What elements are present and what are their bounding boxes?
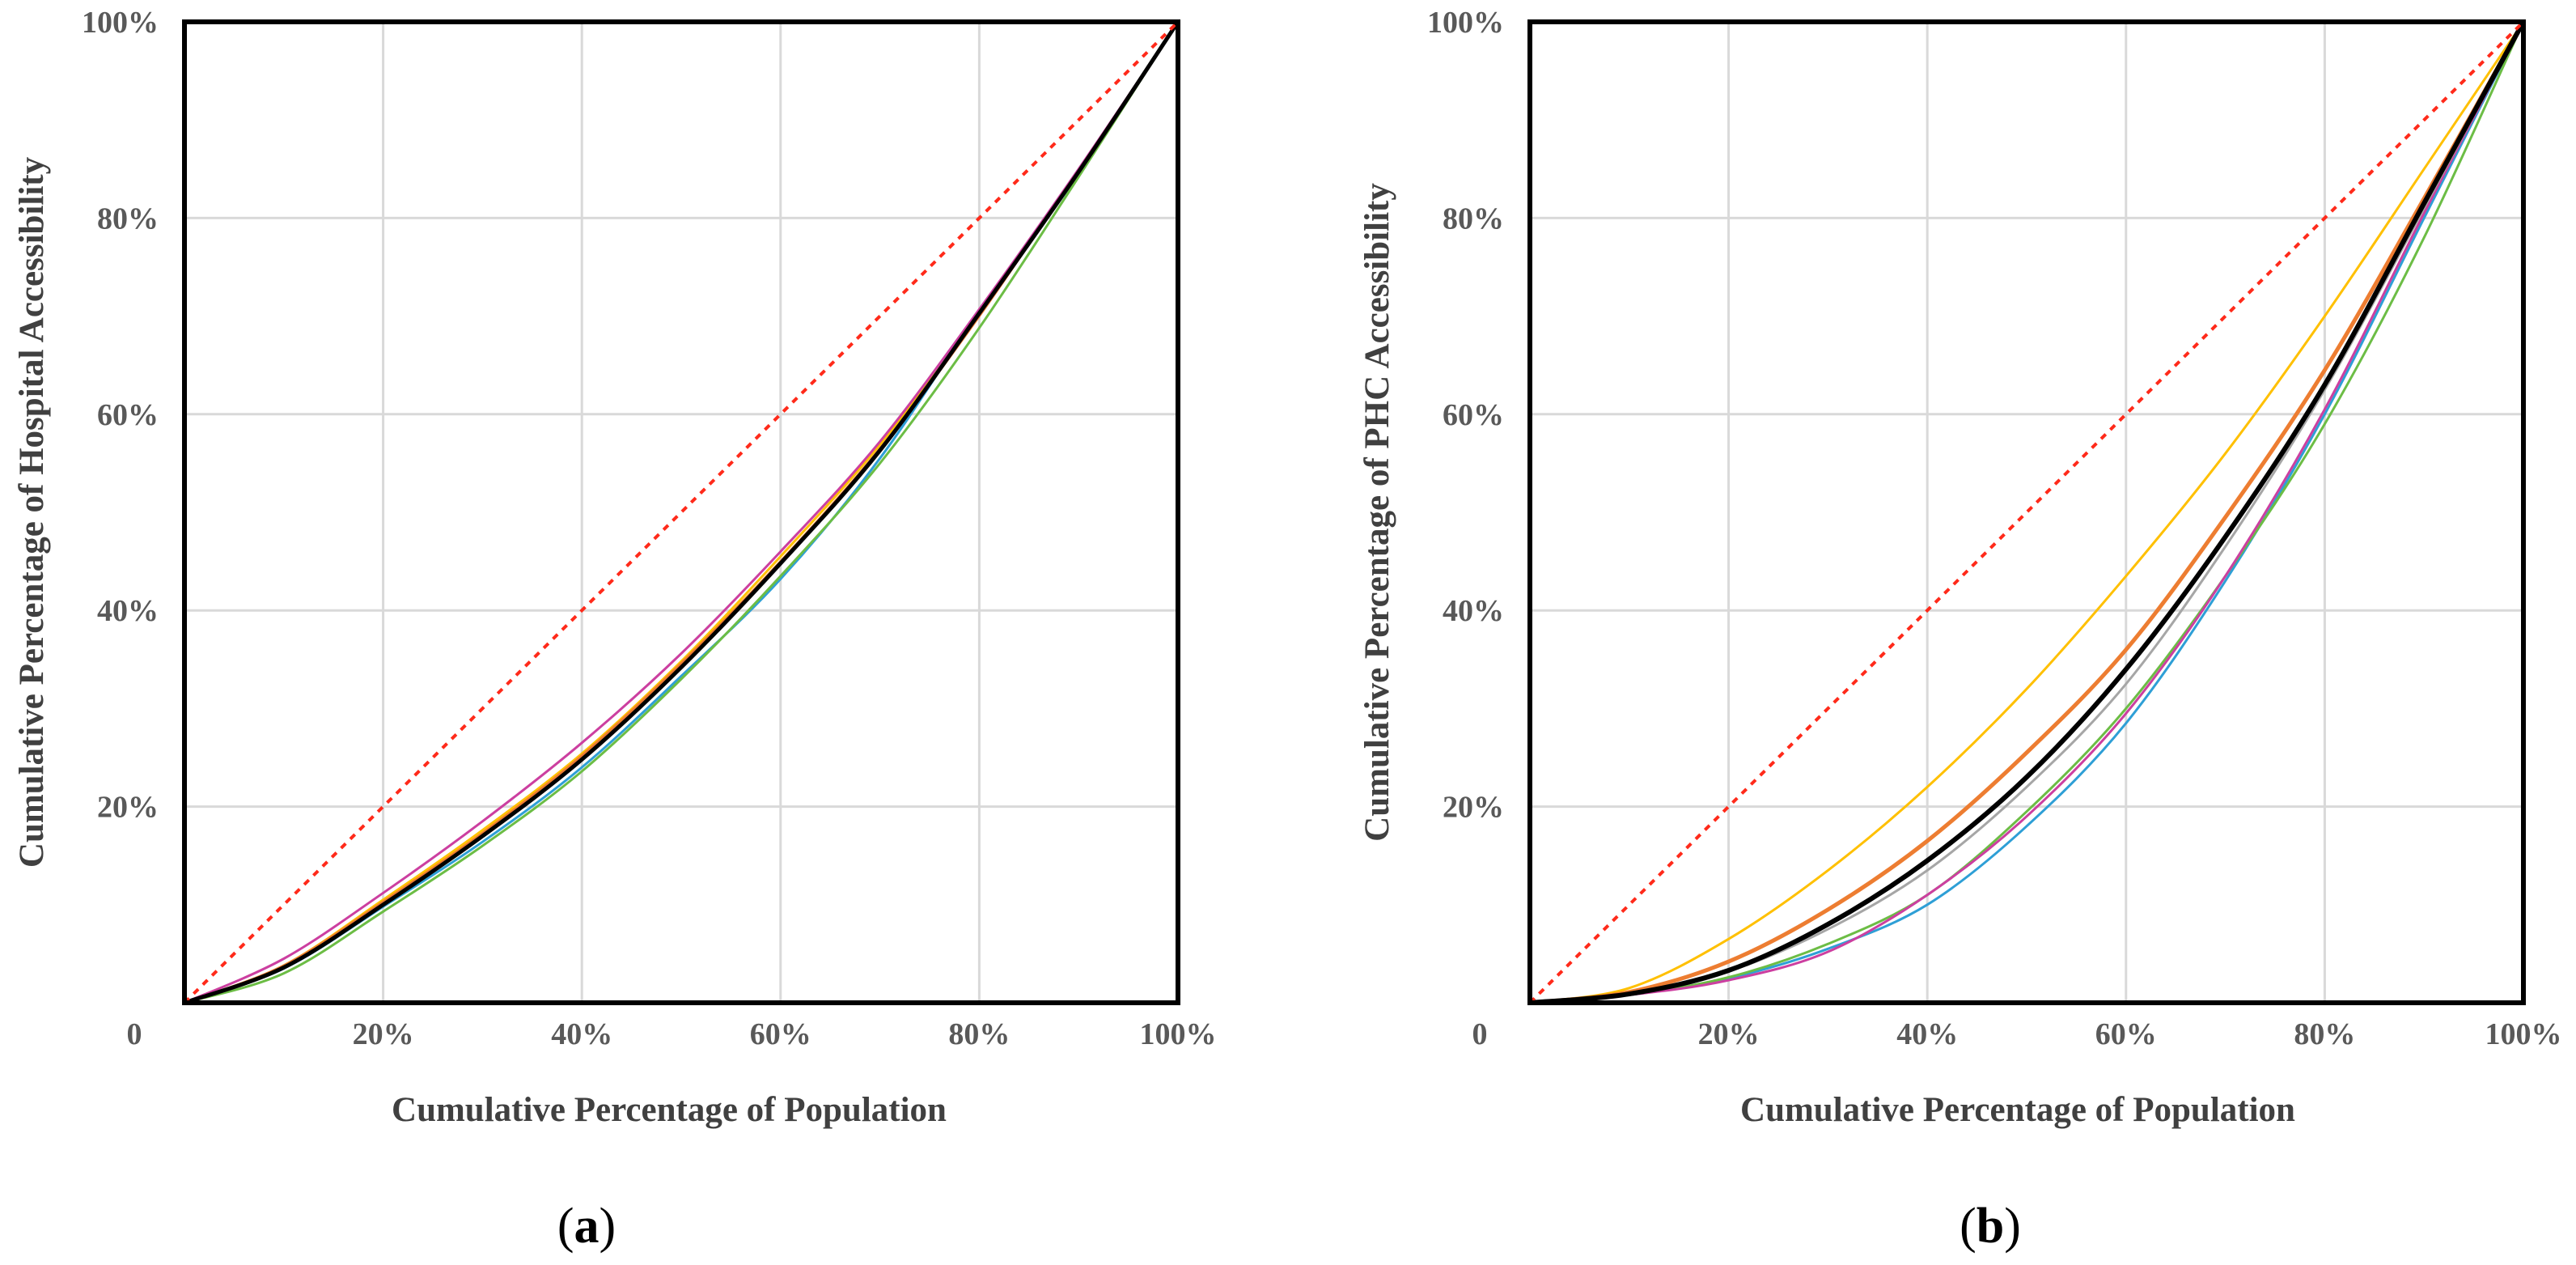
x-tick-label-60-a: 60% xyxy=(750,1017,811,1051)
y-tick-label-100-a: 100% xyxy=(82,6,159,40)
y-tick-label-60-b: 60% xyxy=(1443,398,1504,432)
x-tick-label-100-a: 100% xyxy=(1140,1017,1217,1051)
x-tick-label-80-b: 80% xyxy=(2294,1017,2355,1051)
series-line-7-b xyxy=(1527,19,2526,1005)
grid-b xyxy=(1530,22,2523,1003)
x-tick-label-40-a: 40% xyxy=(551,1017,612,1051)
grid-a xyxy=(184,22,1178,1003)
y-tick-label-80-a: 80% xyxy=(97,202,159,236)
series-line-3-b xyxy=(1528,20,2525,1004)
series-b xyxy=(1527,19,2526,1005)
x-tick-labels-b: 0 20% 40% 60% 80% 100% xyxy=(1472,1017,2562,1051)
equality-line-a xyxy=(183,20,1180,1004)
x-tick-label-0-a: 0 xyxy=(127,1017,142,1051)
y-tick-label-40-a: 40% xyxy=(97,594,159,628)
series-line-2-b xyxy=(1528,20,2525,1004)
series-line-2-a xyxy=(183,20,1180,1004)
series-line-6-a xyxy=(182,19,1180,1005)
plot-frame-b xyxy=(1527,19,2526,1005)
x-tick-label-80-a: 80% xyxy=(948,1017,1010,1051)
y-tick-label-60-a: 60% xyxy=(97,398,159,432)
equality-line-b xyxy=(1528,20,2525,1004)
panel-label-b: (b) xyxy=(1960,1199,2021,1254)
y-axis-title-b: Cumulative Percentage of PHC Accessibili… xyxy=(1358,183,1396,842)
series-line-4-b xyxy=(1527,19,2526,1005)
series-a xyxy=(182,19,1180,1005)
series-line-5-b xyxy=(1528,20,2525,1004)
y-tick-labels-b: 20% 40% 60% 80% 100% xyxy=(1427,6,1504,825)
panel-label-a: (a) xyxy=(557,1199,616,1254)
y-tick-labels-a: 20% 40% 60% 80% 100% xyxy=(82,6,159,825)
y-tick-label-20-b: 20% xyxy=(1443,791,1504,825)
y-tick-label-40-b: 40% xyxy=(1443,594,1504,628)
x-tick-labels-a: 0 20% 40% 60% 80% 100% xyxy=(127,1017,1217,1051)
x-axis-title-b: Cumulative Percentage of Population xyxy=(1740,1091,2295,1129)
chart-panel-b: 20% 40% 60% 80% 100% 0 20% 40% 60% 80% 100% Cumul… xyxy=(1358,6,2562,1254)
x-tick-label-60-b: 60% xyxy=(2095,1017,2157,1051)
chart-panel-a: 20% 40% 60% 80% 100% 0 20% 40% 60% 80% 100% Cumul… xyxy=(13,6,1217,1254)
y-tick-label-100-b: 100% xyxy=(1427,6,1504,40)
x-tick-label-40-b: 40% xyxy=(1896,1017,1958,1051)
y-tick-label-80-b: 80% xyxy=(1443,202,1504,236)
x-tick-label-100-b: 100% xyxy=(2485,1017,2562,1051)
y-tick-label-20-a: 20% xyxy=(97,791,159,825)
x-tick-label-20-a: 20% xyxy=(353,1017,414,1051)
equality-line-b xyxy=(1528,20,2525,1004)
x-tick-label-20-b: 20% xyxy=(1698,1017,1760,1051)
x-axis-title-a: Cumulative Percentage of Population xyxy=(392,1091,947,1129)
y-axis-title-a: Cumulative Percentage of Hospital Access… xyxy=(13,156,51,868)
x-tick-label-0-b: 0 xyxy=(1472,1017,1488,1051)
equality-line-a xyxy=(183,20,1180,1004)
plot-frame-a xyxy=(182,19,1180,1005)
